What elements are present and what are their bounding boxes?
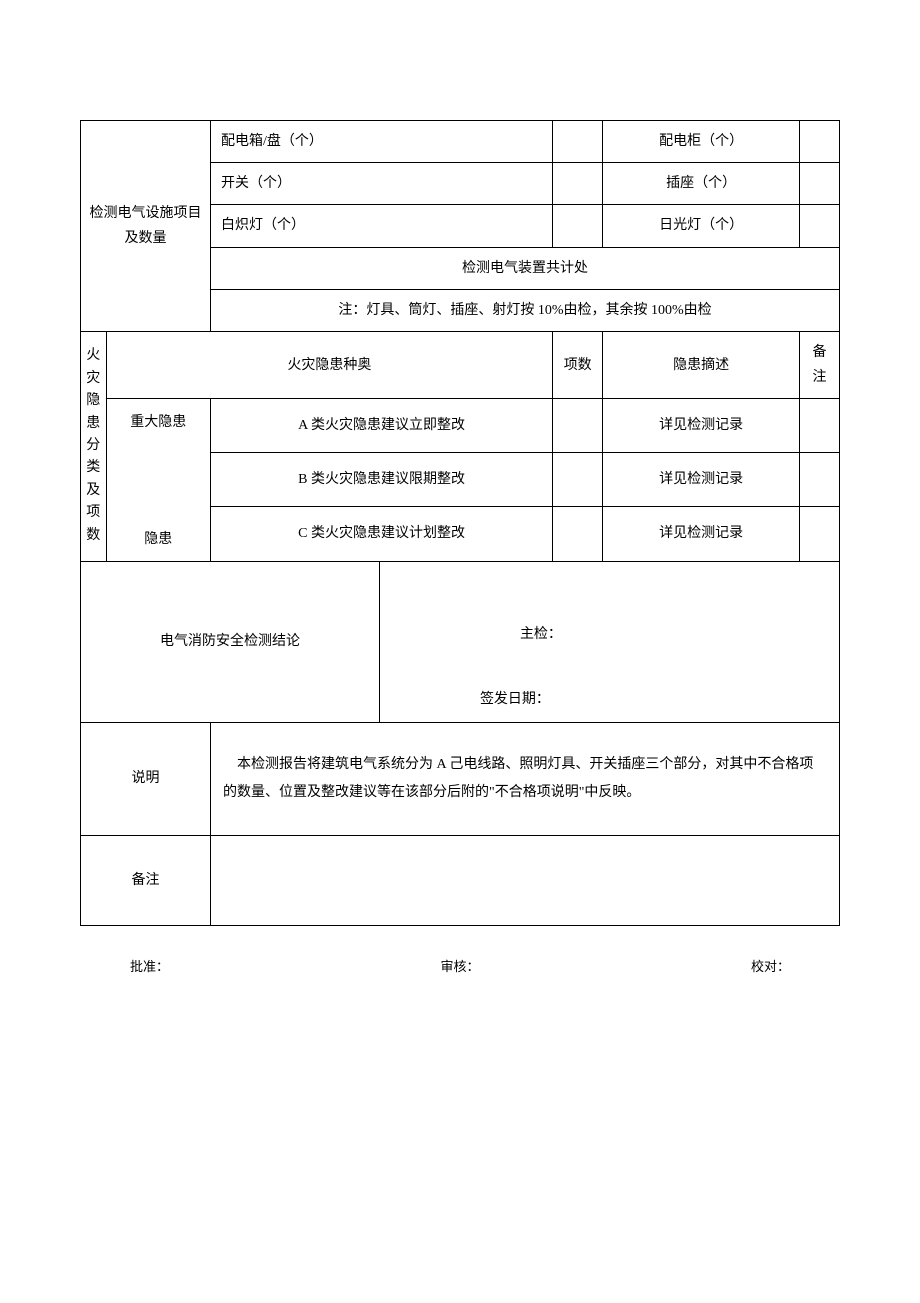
s2-r2-count	[553, 453, 603, 507]
description-text: 本检测报告将建筑电气系统分为 A 己电线路、照明灯具、开关插座三个部分，对其中不…	[211, 722, 840, 835]
conclusion-label: 电气消防安全检测结论	[81, 561, 380, 722]
s2-major-text: 重大隐患	[113, 409, 204, 437]
s2-r1-remark	[800, 399, 840, 453]
s2-h-c3: 隐患摘述	[603, 331, 800, 398]
s1-r3-c2	[553, 205, 603, 247]
s2-r3-label: C 类火灾隐患建议计划整改	[211, 507, 553, 561]
s2-h-c2: 项数	[553, 331, 603, 398]
s1-note: 注：灯具、筒灯、插座、射灯按 10%由检，其余按 100%由检	[211, 289, 840, 331]
s1-r1-c1: 配电箱/盘（个）	[211, 121, 553, 163]
s1-r2-c1: 开关（个）	[211, 163, 553, 205]
conclusion-date: 签发日期：	[480, 687, 819, 712]
s2-r1-label: A 类火灾隐患建议立即整改	[211, 399, 553, 453]
s1-r1-c4	[800, 121, 840, 163]
s1-r3-c1: 白炽灯（个）	[211, 205, 553, 247]
s2-r2-remark	[800, 453, 840, 507]
s1-r3-c3: 日光灯（个）	[603, 205, 800, 247]
section2-side: 火灾隐患分类及项数	[81, 331, 107, 561]
s1-r3-c4	[800, 205, 840, 247]
conclusion-content: 主检： 签发日期：	[379, 561, 839, 722]
footer-review: 审核：	[440, 956, 479, 975]
s1-r1-c2	[553, 121, 603, 163]
footer-approve: 批准：	[130, 956, 169, 975]
s1-r1-c3: 配电柜（个）	[603, 121, 800, 163]
s2-minor-text: 隐患	[113, 527, 204, 552]
s2-r2-label: B 类火灾隐患建议限期整改	[211, 453, 553, 507]
s2-h-c4: 备注	[800, 331, 840, 398]
inspection-form-table: 检测电气设施项目及数量 配电箱/盘（个） 配电柜（个） 开关（个） 插座（个） …	[80, 120, 840, 926]
s2-r3-remark	[800, 507, 840, 561]
s1-r2-c3: 插座（个）	[603, 163, 800, 205]
s2-h-c1: 火灾隐患种奥	[106, 331, 553, 398]
remark-label: 备注	[81, 835, 211, 925]
footer-check: 校对：	[751, 956, 790, 975]
section1-header: 检测电气设施项目及数量	[81, 121, 211, 332]
s1-total: 检测电气装置共计处	[211, 247, 840, 289]
s1-r2-c4	[800, 163, 840, 205]
s2-r1-desc: 详见检测记录	[603, 399, 800, 453]
description-label: 说明	[81, 722, 211, 835]
s2-r3-count	[553, 507, 603, 561]
s2-r1-count	[553, 399, 603, 453]
s2-major-label: 重大隐患 隐患	[106, 399, 210, 561]
conclusion-inspector: 主检：	[520, 622, 819, 647]
s1-r2-c2	[553, 163, 603, 205]
remark-text	[211, 835, 840, 925]
s2-r2-desc: 详见检测记录	[603, 453, 800, 507]
s2-r3-desc: 详见检测记录	[603, 507, 800, 561]
footer-signatures: 批准： 审核： 校对：	[80, 926, 840, 975]
